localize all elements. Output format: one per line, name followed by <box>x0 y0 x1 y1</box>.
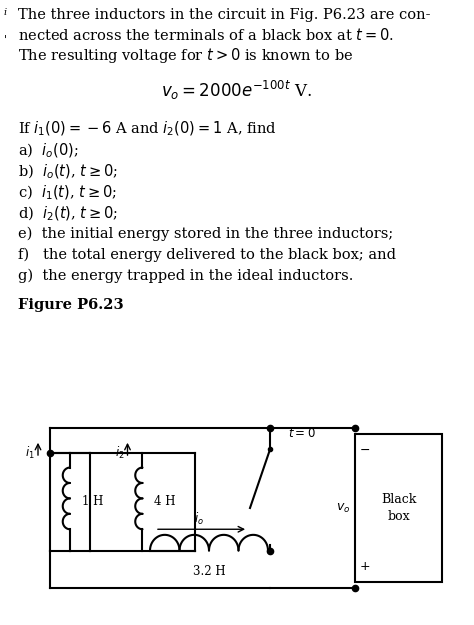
Text: e)  the initial energy stored in the three inductors;: e) the initial energy stored in the thre… <box>18 226 393 241</box>
Text: $i_2$: $i_2$ <box>115 444 125 461</box>
Text: $i_o$: $i_o$ <box>194 511 204 527</box>
Bar <box>355 434 442 582</box>
Text: d)  $i_2(t)$, $t \geq 0$;: d) $i_2(t)$, $t \geq 0$; <box>18 205 118 223</box>
Text: box: box <box>387 510 410 523</box>
Text: $v_o$: $v_o$ <box>336 501 350 514</box>
Text: i: i <box>4 8 7 17</box>
Text: The resulting voltage for $t > 0$ is known to be: The resulting voltage for $t > 0$ is kno… <box>18 46 353 66</box>
Text: The three inductors in the circuit in Fig. P6.23 are con-: The three inductors in the circuit in Fi… <box>18 8 430 22</box>
Text: $i_1$: $i_1$ <box>25 444 35 461</box>
Text: Black: Black <box>381 493 416 506</box>
Text: Figure P6.23: Figure P6.23 <box>18 298 124 312</box>
Text: $v_o = 2000e^{-100t}$ V.: $v_o = 2000e^{-100t}$ V. <box>161 79 313 102</box>
Text: a)  $i_o(0)$;: a) $i_o(0)$; <box>18 141 79 160</box>
Text: f)   the total energy delivered to the black box; and: f) the total energy delivered to the bla… <box>18 248 396 262</box>
Text: 3.2 H: 3.2 H <box>193 566 225 578</box>
Text: 1 H: 1 H <box>82 495 103 508</box>
Text: $-$: $-$ <box>359 443 371 456</box>
Text: nected across the terminals of a black box at $t = 0$.: nected across the terminals of a black b… <box>18 28 394 43</box>
Text: g)  the energy trapped in the ideal inductors.: g) the energy trapped in the ideal induc… <box>18 269 354 283</box>
Text: $+$: $+$ <box>359 560 371 573</box>
Text: If $i_1(0) = -6$ A and $i_2(0) = 1$ A, find: If $i_1(0) = -6$ A and $i_2(0) = 1$ A, f… <box>18 119 277 138</box>
Text: 4 H: 4 H <box>155 495 176 508</box>
Text: $t = 0$: $t = 0$ <box>288 427 316 440</box>
Text: ': ' <box>4 36 7 46</box>
Text: c)  $i_1(t)$, $t \geq 0$;: c) $i_1(t)$, $t \geq 0$; <box>18 184 117 202</box>
Text: b)  $i_o(t)$, $t \geq 0$;: b) $i_o(t)$, $t \geq 0$; <box>18 162 118 181</box>
